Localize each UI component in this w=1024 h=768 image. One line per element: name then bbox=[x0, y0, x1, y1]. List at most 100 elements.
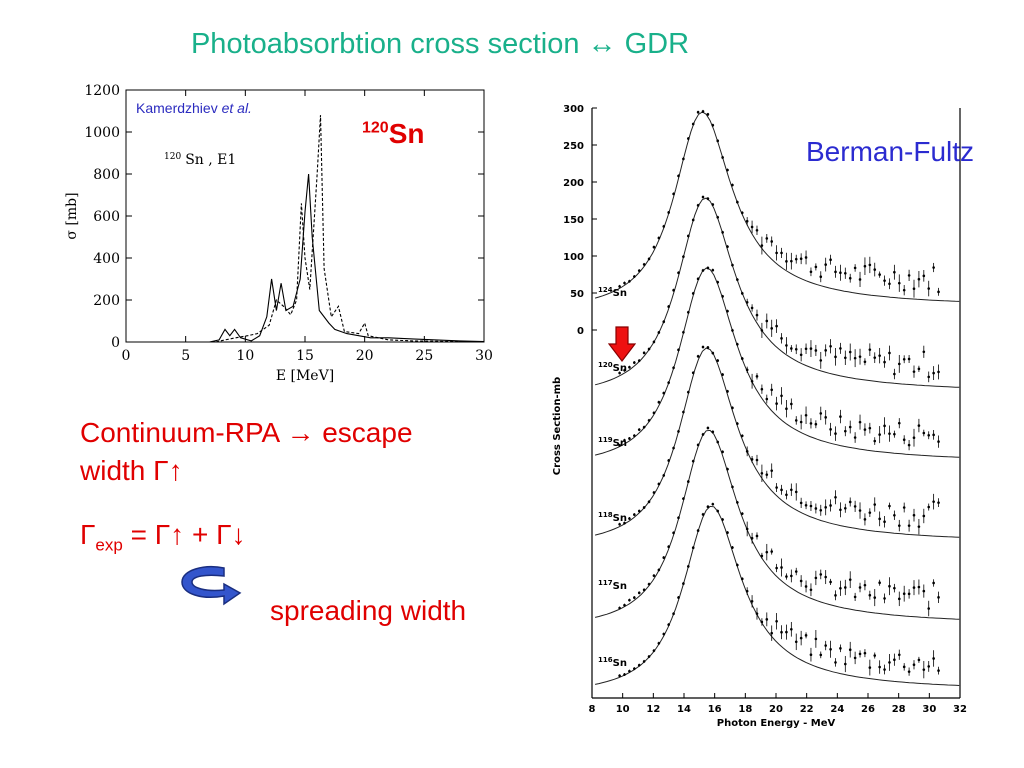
right-data-point bbox=[618, 674, 621, 678]
right-x-tick-label: 10 bbox=[616, 704, 630, 715]
right-data-point bbox=[706, 197, 710, 200]
right-x-tick-label: 20 bbox=[769, 704, 783, 715]
right-data-point bbox=[745, 450, 749, 453]
right-data-point bbox=[696, 204, 700, 207]
right-data-point bbox=[873, 268, 877, 271]
right-y-tick-label: 300 bbox=[563, 104, 584, 115]
right-data-point bbox=[637, 359, 641, 362]
spreading-width-note: spreading width bbox=[270, 595, 467, 626]
right-data-point bbox=[819, 359, 823, 362]
right-data-point bbox=[647, 257, 651, 261]
right-fit-curve-120 bbox=[594, 197, 960, 388]
right-data-point bbox=[652, 340, 656, 344]
right-data-point bbox=[927, 607, 931, 610]
right-data-point bbox=[858, 355, 862, 358]
right-data-point bbox=[623, 521, 626, 525]
right-data-point bbox=[809, 270, 813, 274]
right-data-point bbox=[628, 437, 631, 440]
right-data-point bbox=[937, 440, 940, 443]
right-data-point bbox=[912, 436, 916, 440]
right-data-point bbox=[937, 596, 940, 599]
kamerdzhiev-name: Kamerdzhiev bbox=[136, 100, 218, 116]
right-data-point bbox=[790, 627, 793, 631]
right-data-point bbox=[775, 619, 778, 623]
right-data-point bbox=[848, 578, 852, 581]
right-data-point bbox=[863, 583, 867, 587]
right-data-point bbox=[897, 597, 901, 601]
left-x-tick-label: 0 bbox=[122, 348, 131, 364]
right-data-point bbox=[750, 536, 754, 540]
right-fit-curve-117 bbox=[594, 429, 960, 620]
right-data-point bbox=[760, 471, 764, 475]
right-data-point bbox=[883, 668, 886, 671]
right-data-point bbox=[745, 527, 749, 531]
right-series-symbol: Sn bbox=[613, 438, 627, 449]
right-data-point bbox=[922, 589, 926, 593]
right-data-point bbox=[770, 388, 774, 392]
right-data-point bbox=[878, 273, 881, 276]
right-data-point bbox=[790, 574, 793, 578]
right-data-point bbox=[824, 263, 827, 266]
right-data-point bbox=[868, 666, 872, 669]
right-data-point bbox=[711, 203, 715, 206]
right-data-point bbox=[755, 313, 759, 317]
right-data-point bbox=[794, 640, 798, 644]
right-data-point bbox=[677, 516, 680, 520]
right-data-point bbox=[897, 653, 901, 657]
right-data-point bbox=[770, 550, 774, 553]
right-data-point bbox=[848, 425, 852, 429]
right-data-point bbox=[618, 285, 621, 288]
right-data-point bbox=[907, 524, 911, 527]
right-data-point bbox=[657, 236, 661, 240]
right-y-axis-label: Cross Section-mb bbox=[552, 377, 563, 475]
right-data-point bbox=[726, 245, 729, 248]
right-data-point bbox=[785, 260, 788, 263]
right-data-point bbox=[642, 660, 646, 663]
right-data-point bbox=[686, 311, 690, 314]
right-series-mass: 116 bbox=[598, 656, 613, 664]
sn120-mass: 120 bbox=[362, 119, 389, 137]
right-data-point bbox=[760, 329, 764, 332]
right-data-point bbox=[853, 595, 857, 599]
right-x-axis-label: Photon Energy - MeV bbox=[717, 718, 836, 729]
right-data-point bbox=[834, 661, 837, 664]
right-data-point bbox=[804, 634, 808, 637]
right-data-point bbox=[657, 482, 661, 486]
left-annotation: 120 Sn , E1 bbox=[164, 152, 236, 168]
left-y-tick-label: 400 bbox=[93, 251, 120, 267]
right-x-tick-label: 14 bbox=[677, 704, 691, 715]
right-data-point bbox=[858, 509, 862, 512]
gamma-exp-formula: Γexp = Γ↑ + Γ↓ bbox=[80, 516, 246, 565]
right-data-point bbox=[848, 350, 852, 354]
right-data-point bbox=[839, 508, 842, 512]
gamma-rest: = Γ↑ + Γ↓ bbox=[122, 519, 246, 550]
right-data-point bbox=[740, 292, 744, 295]
right-data-point bbox=[917, 585, 921, 589]
right-data-point bbox=[937, 370, 940, 374]
right-data-point bbox=[799, 501, 803, 505]
right-data-point bbox=[745, 368, 749, 372]
right-data-point bbox=[893, 658, 896, 661]
right-data-point bbox=[633, 667, 636, 670]
right-data-point bbox=[799, 420, 803, 424]
right-data-point bbox=[819, 573, 823, 576]
right-data-point bbox=[652, 574, 656, 577]
right-data-point bbox=[829, 428, 832, 431]
right-y-tick-label: 50 bbox=[570, 289, 584, 300]
right-data-point bbox=[809, 504, 813, 508]
right-data-point bbox=[750, 379, 754, 383]
right-data-point bbox=[844, 356, 847, 360]
right-data-point bbox=[804, 585, 808, 588]
right-x-tick-label: 30 bbox=[922, 704, 936, 715]
right-fit-curve-119 bbox=[594, 267, 960, 458]
right-data-point bbox=[750, 225, 754, 229]
right-data-point bbox=[819, 275, 823, 279]
right-data-point bbox=[657, 331, 661, 334]
right-data-point bbox=[799, 257, 803, 261]
right-data-point bbox=[633, 275, 636, 278]
right-data-point bbox=[917, 367, 921, 371]
right-data-point bbox=[932, 657, 935, 660]
right-series-label-119: 119Sn bbox=[598, 436, 627, 449]
right-data-point bbox=[765, 550, 769, 554]
right-data-point bbox=[726, 531, 729, 534]
